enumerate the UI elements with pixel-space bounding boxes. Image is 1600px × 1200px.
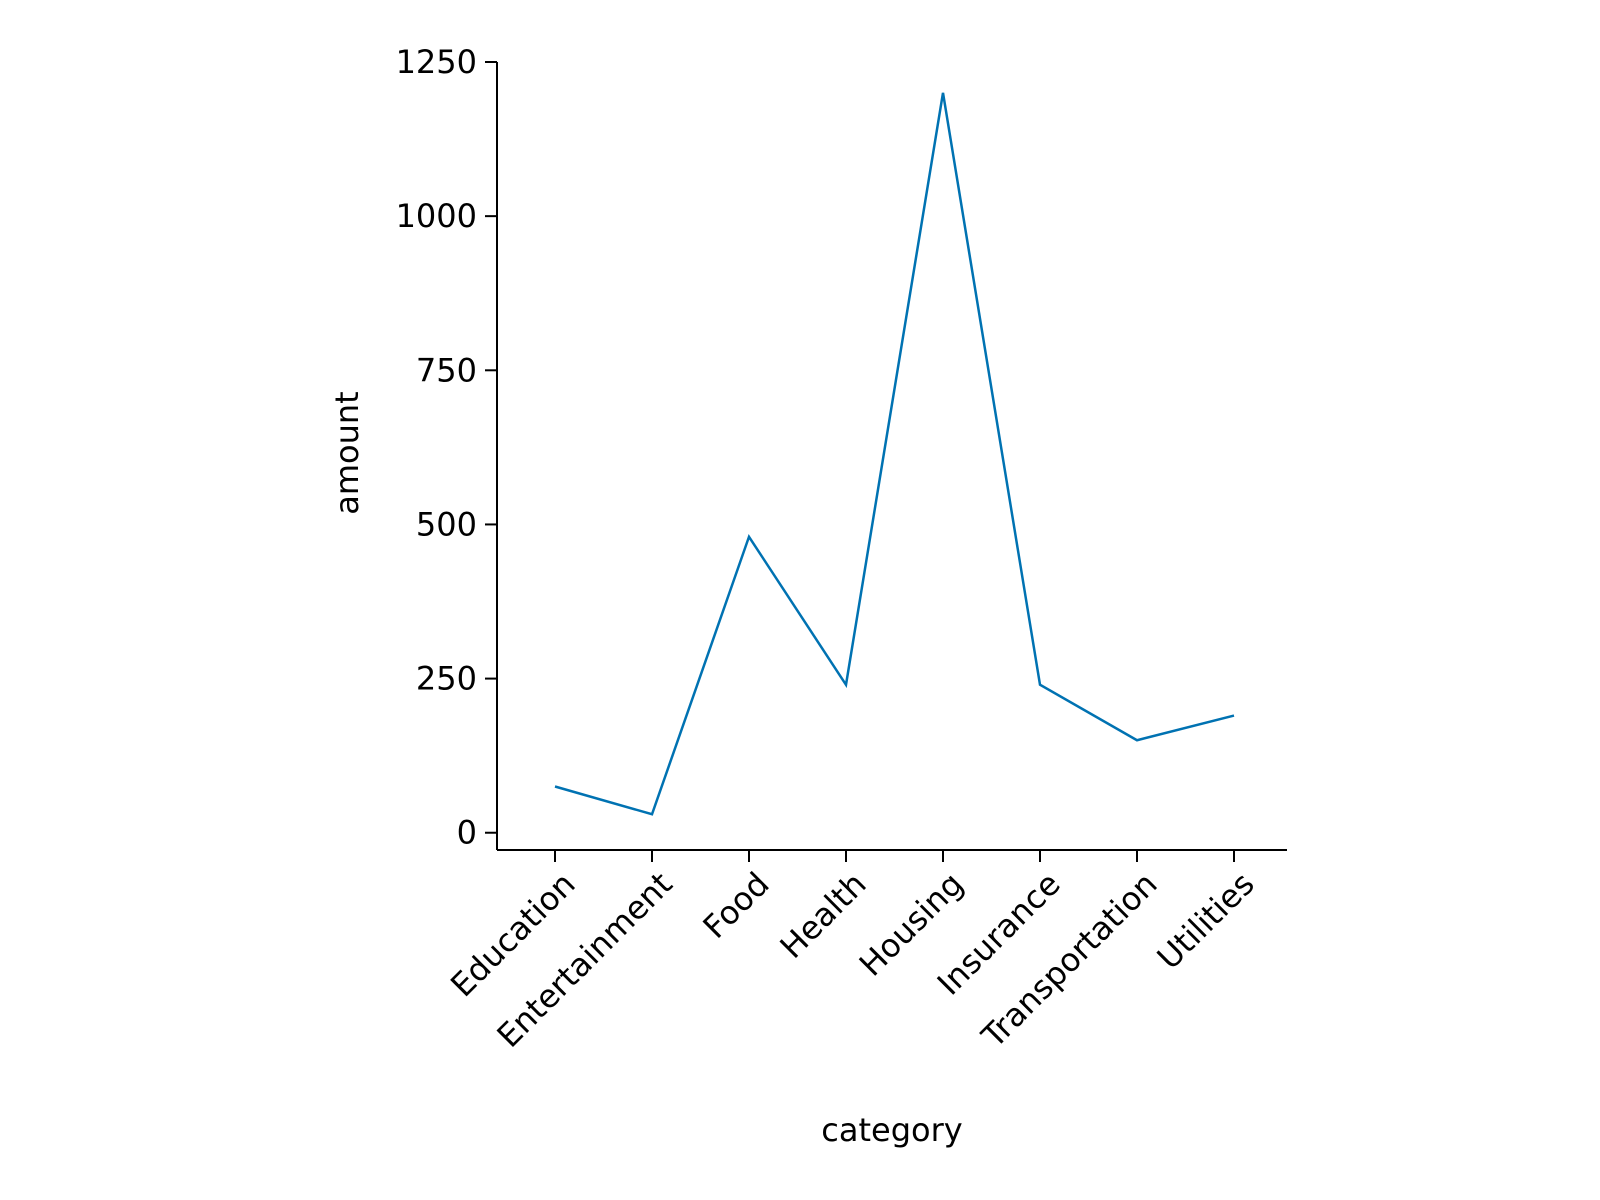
x-tick-label: Utilities <box>1150 865 1262 977</box>
x-axis-title: category <box>821 1111 962 1149</box>
y-tick-label: 0 <box>457 814 477 852</box>
x-tick-label: Food <box>696 865 777 946</box>
x-tick-label: Entertainment <box>490 865 680 1055</box>
series-group <box>554 92 1235 816</box>
y-ticks: 0 250 500 750 1000 1250 <box>396 43 497 852</box>
y-tick-label: 1250 <box>396 43 477 81</box>
y-axis-title: amount <box>328 391 366 514</box>
y-tick-label: 1000 <box>396 197 477 235</box>
y-tick-label: 500 <box>416 505 477 543</box>
series-line <box>554 92 1235 816</box>
y-tick-label: 250 <box>416 660 477 698</box>
y-tick-label: 750 <box>416 351 477 389</box>
x-tick-label: Transportation <box>974 865 1165 1056</box>
y-axis: 0 250 500 750 1000 1250 <box>396 43 498 852</box>
